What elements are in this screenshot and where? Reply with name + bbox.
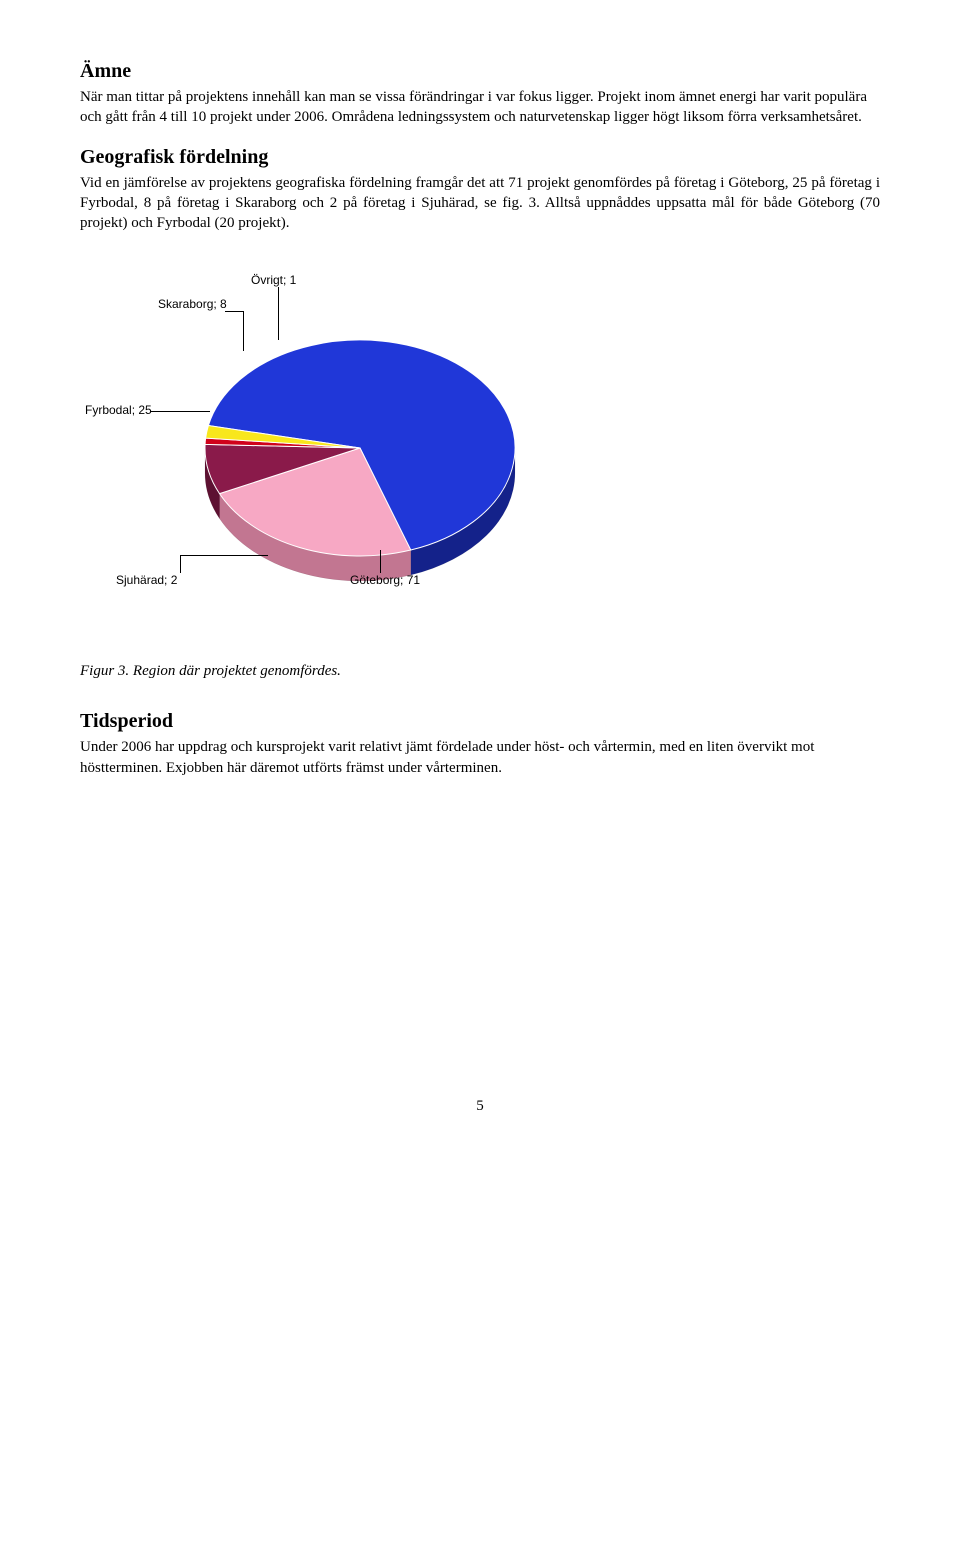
leader-skaraborg-v (243, 311, 244, 351)
heading-amne: Ämne (80, 60, 880, 83)
page-number: 5 (80, 1098, 880, 1115)
chart-label-fyrbodal: Fyrbodal; 25 (85, 403, 152, 417)
leader-sjuharad-v (180, 555, 181, 573)
leader-goteborg (380, 550, 381, 573)
chart-label-goteborg: Göteborg; 71 (350, 573, 420, 587)
body-geografisk: Vid en jämförelse av projektens geografi… (80, 173, 880, 234)
chart-label-sjuharad: Sjuhärad; 2 (116, 573, 177, 587)
chart-label-ovrigt: Övrigt; 1 (251, 273, 296, 287)
leader-fyrbodal (150, 411, 210, 412)
chart-label-skaraborg: Skaraborg; 8 (158, 297, 227, 311)
body-amne: När man tittar på projektens innehåll ka… (80, 87, 880, 128)
leader-sjuharad-h (180, 555, 268, 556)
figure-caption: Figur 3. Region där projektet genomförde… (80, 663, 880, 680)
leader-ovrigt (278, 287, 279, 340)
pie-chart-region: Övrigt; 1 Skaraborg; 8 Fyrbodal; 25 Sjuh… (80, 253, 560, 633)
heading-tidsperiod: Tidsperiod (80, 710, 880, 733)
heading-geografisk: Geografisk fördelning (80, 146, 880, 169)
body-tidsperiod: Under 2006 har uppdrag och kursprojekt v… (80, 737, 880, 778)
leader-skaraborg-h (225, 311, 243, 312)
